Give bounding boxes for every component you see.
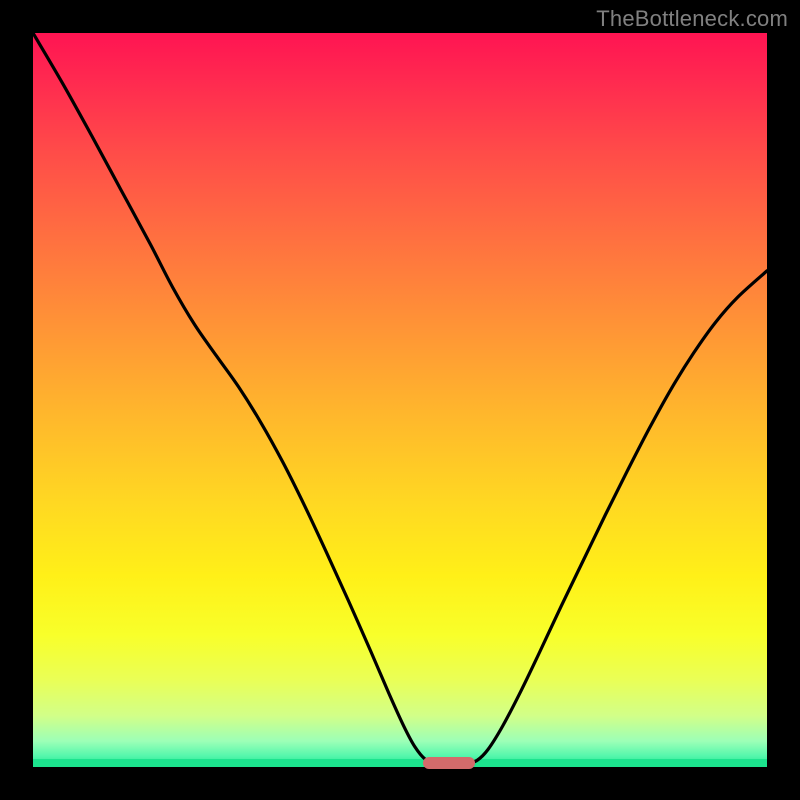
curve-path <box>33 33 767 764</box>
watermark-text: TheBottleneck.com <box>596 6 788 32</box>
bottleneck-curve <box>33 33 767 767</box>
plot-area <box>33 33 767 767</box>
optimum-marker <box>423 757 474 769</box>
